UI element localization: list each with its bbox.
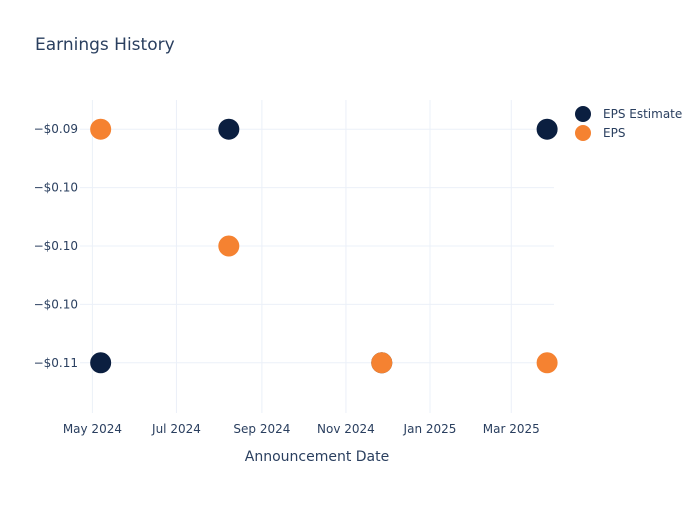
grid-lines (80, 100, 554, 413)
data-point-eps[interactable] (218, 235, 240, 257)
y-tick-label: −$0.11 (34, 356, 78, 370)
y-tick-label: −$0.09 (34, 122, 78, 136)
data-points (90, 118, 558, 374)
x-tick-label: Mar 2025 (483, 422, 540, 436)
x-tick-label: May 2024 (63, 422, 122, 436)
y-tick-label: −$0.10 (34, 297, 78, 311)
data-point-eps-estimate[interactable] (90, 352, 112, 374)
data-point-eps[interactable] (536, 352, 558, 374)
legend-label: EPS Estimate (603, 107, 682, 121)
legend-marker (575, 106, 591, 122)
legend-marker (575, 125, 591, 141)
x-tick-label: Nov 2024 (317, 422, 375, 436)
data-point-eps[interactable] (90, 118, 112, 140)
x-axis-title: Announcement Date (245, 449, 389, 465)
x-tick-label: Jul 2024 (151, 422, 201, 436)
y-tick-label: −$0.10 (34, 239, 78, 253)
data-point-eps[interactable] (371, 352, 393, 374)
chart-title: Earnings History (35, 35, 175, 55)
x-axis-ticks: May 2024 Jul 2024 Sep 2024 Nov 2024 Jan 2025… (63, 422, 540, 436)
y-tick-label: −$0.10 (34, 181, 78, 195)
legend: EPS Estimate EPS (575, 106, 682, 141)
x-tick-label: Sep 2024 (233, 422, 290, 436)
x-tick-label: Jan 2025 (403, 422, 457, 436)
data-point-eps-estimate[interactable] (536, 118, 558, 140)
legend-label: EPS (603, 126, 625, 140)
data-point-eps-estimate[interactable] (218, 118, 240, 140)
y-axis-ticks: −$0.09 −$0.10 −$0.10 −$0.10 −$0.11 (34, 122, 78, 370)
